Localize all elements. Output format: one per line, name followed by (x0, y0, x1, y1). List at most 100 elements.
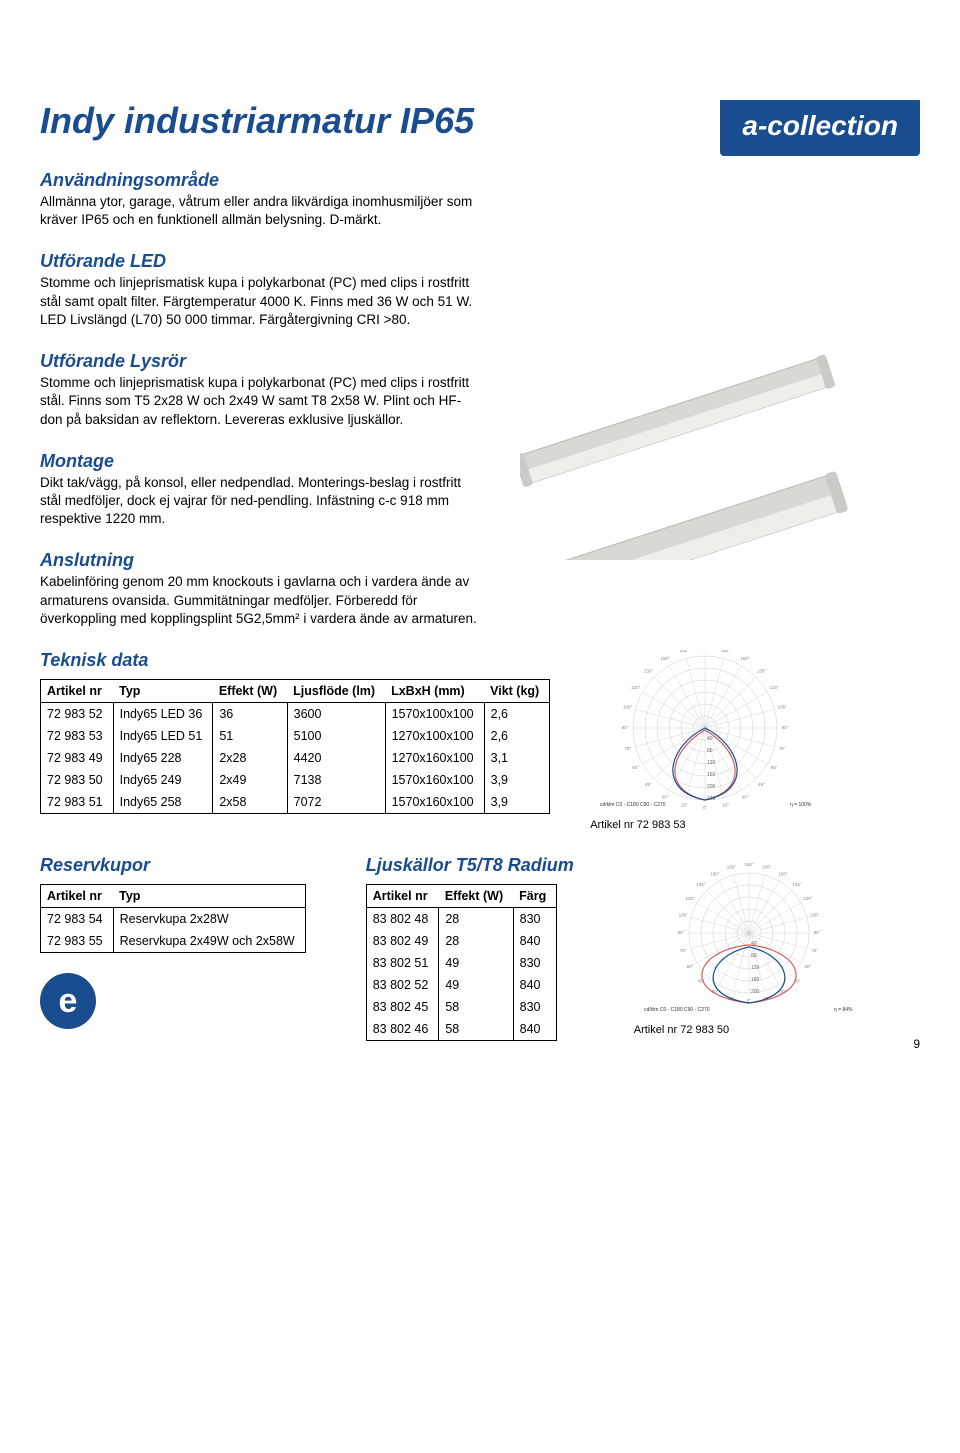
led-heading: Utförande LED (40, 251, 480, 272)
usage-heading: Användningsområde (40, 170, 480, 191)
table-cell: 1570x160x100 (385, 791, 484, 814)
svg-text:105°: 105° (623, 705, 633, 710)
table-cell: 5100 (287, 725, 385, 747)
table-cell: 7072 (287, 791, 385, 814)
svg-text:75°: 75° (625, 746, 632, 751)
table-header: Ljusflöde (lm) (287, 680, 385, 703)
svg-text:120°: 120° (770, 685, 780, 690)
polar-diagram-2: 4080120160200120°135°150°165°180°165°150… (634, 855, 864, 1036)
table-row: 72 983 52Indy65 LED 363636001570x100x100… (41, 703, 550, 726)
product-image (520, 280, 900, 560)
table-cell: 72 983 53 (41, 725, 114, 747)
table-cell: 72 983 49 (41, 747, 114, 769)
table-cell: Indy65 LED 36 (113, 703, 213, 726)
svg-text:105°: 105° (810, 913, 820, 918)
table-cell: 72 983 51 (41, 791, 114, 814)
table-cell: 3,1 (484, 747, 550, 769)
svg-text:165°: 165° (721, 650, 731, 653)
table-cell: 4420 (287, 747, 385, 769)
table-cell: 28 (439, 930, 513, 952)
table-cell: Indy65 228 (113, 747, 213, 769)
table-cell: Indy65 258 (113, 791, 213, 814)
table-cell: Indy65 249 (113, 769, 213, 791)
svg-text:75°: 75° (779, 746, 786, 751)
table-header: Artikel nr (41, 885, 114, 908)
table-row: 72 983 55Reservkupa 2x49W och 2x58W (41, 930, 306, 953)
table-cell: 83 802 48 (366, 908, 439, 931)
svg-text:105°: 105° (678, 913, 688, 918)
svg-text:135°: 135° (644, 669, 654, 674)
conn-heading: Anslutning (40, 550, 480, 571)
table-cell: 83 802 45 (366, 996, 439, 1018)
table-header: Vikt (kg) (484, 680, 550, 703)
table-cell: 72 983 54 (41, 908, 114, 931)
tube-heading: Utförande Lysrör (40, 351, 480, 372)
svg-text:165°: 165° (762, 865, 772, 870)
svg-text:135°: 135° (696, 882, 706, 887)
svg-text:105°: 105° (778, 705, 788, 710)
table-row: 72 983 50Indy65 2492x4971381570x160x1003… (41, 769, 550, 791)
lamps-block: Ljuskällor T5/T8 Radium Artikel nrEffekt… (366, 855, 574, 1041)
svg-text:15°: 15° (723, 803, 730, 808)
table-row: 83 802 4658840 (366, 1018, 557, 1041)
table-header: Effekt (W) (213, 680, 287, 703)
tech-table: Artikel nrTypEffekt (W)Ljusflöde (lm)LxB… (40, 679, 550, 814)
svg-text:η = 100%: η = 100% (790, 802, 812, 808)
svg-text:160: 160 (751, 977, 760, 983)
table-cell: 2x28 (213, 747, 287, 769)
table-header: Artikel nr (41, 680, 114, 703)
svg-text:0°: 0° (703, 805, 708, 810)
table-cell: 2x58 (213, 791, 287, 814)
svg-text:η = 84%: η = 84% (834, 1007, 853, 1013)
table-header: LxBxH (mm) (385, 680, 484, 703)
table-row: 72 983 53Indy65 LED 515151001270x100x100… (41, 725, 550, 747)
svg-text:75°: 75° (680, 948, 687, 953)
svg-text:cd/klm C0 - C180 C90 - C27: cd/klm C0 - C180 C90 - C270 (644, 1007, 710, 1013)
table-row: 72 983 49Indy65 2282x2844201270x160x1003… (41, 747, 550, 769)
conn-block: Anslutning Kabelinföring genom 20 mm kno… (40, 550, 480, 628)
tube-body: Stomme och linjeprismatisk kupa i polyka… (40, 374, 480, 429)
svg-text:60°: 60° (771, 765, 778, 770)
table-cell: Reservkupa 2x28W (113, 908, 305, 931)
mount-block: Montage Dikt tak/vägg, på konsol, eller … (40, 451, 480, 529)
svg-text:150°: 150° (778, 871, 788, 876)
conn-body: Kabelinföring genom 20 mm knockouts i ga… (40, 573, 480, 628)
spare-heading: Reservkupor (40, 855, 306, 876)
usage-block: Användningsområde Allmänna ytor, garage,… (40, 170, 480, 229)
svg-text:135°: 135° (757, 669, 767, 674)
table-cell: 830 (513, 952, 557, 974)
table-cell: 1570x100x100 (385, 703, 484, 726)
led-block: Utförande LED Stomme och linjeprismatisk… (40, 251, 480, 329)
table-cell: 840 (513, 930, 557, 952)
svg-text:135°: 135° (792, 882, 802, 887)
table-cell: 28 (439, 908, 513, 931)
table-cell: 830 (513, 908, 557, 931)
page-number: 9 (913, 1037, 920, 1051)
table-cell: 83 802 51 (366, 952, 439, 974)
mount-heading: Montage (40, 451, 480, 472)
table-cell: 1270x160x100 (385, 747, 484, 769)
svg-text:180°: 180° (744, 862, 754, 867)
svg-text:120°: 120° (803, 896, 813, 901)
svg-text:90°: 90° (813, 930, 820, 935)
svg-text:160: 160 (707, 772, 716, 778)
svg-text:60°: 60° (686, 964, 693, 969)
lamps-heading: Ljuskällor T5/T8 Radium (366, 855, 574, 876)
svg-text:165°: 165° (726, 865, 736, 870)
svg-text:15°: 15° (681, 803, 688, 808)
svg-text:60°: 60° (633, 765, 640, 770)
svg-text:45°: 45° (758, 782, 765, 787)
led-body: Stomme och linjeprismatisk kupa i polyka… (40, 274, 480, 329)
polar1-caption: Artikel nr 72 983 53 (590, 819, 820, 831)
svg-text:75°: 75° (811, 948, 818, 953)
svg-text:90°: 90° (677, 930, 684, 935)
svg-text:30°: 30° (742, 795, 749, 800)
mount-body: Dikt tak/vägg, på konsol, eller nedpendl… (40, 474, 480, 529)
svg-text:150°: 150° (710, 871, 720, 876)
table-cell: 83 802 46 (366, 1018, 439, 1041)
table-cell: 72 983 50 (41, 769, 114, 791)
table-header: Typ (113, 680, 213, 703)
brand-tab: a-collection (720, 100, 920, 156)
table-cell: 51 (213, 725, 287, 747)
svg-text:150°: 150° (661, 656, 671, 661)
